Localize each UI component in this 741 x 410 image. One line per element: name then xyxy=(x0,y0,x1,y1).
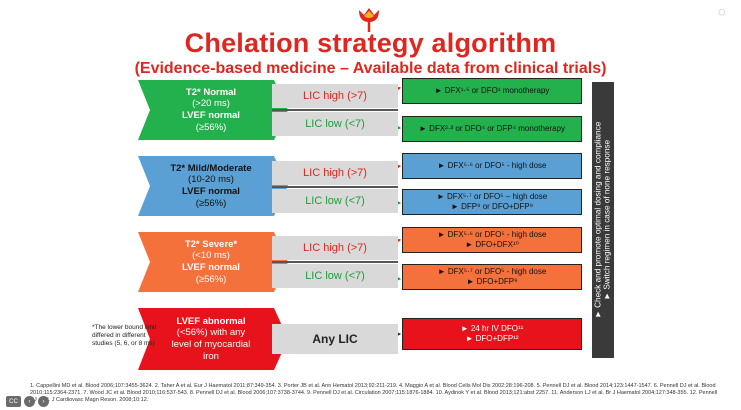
side-note-line2: ► Switch regimen in case of none respons… xyxy=(603,82,612,358)
group-abnormal-line1: LVEF abnormal xyxy=(177,316,246,328)
treatment-text: ► DFP⁸ or DFO+DFP⁹ xyxy=(451,202,533,212)
group-normal-line3: LVEF normal xyxy=(182,110,240,122)
treatment-text: ► DFX⁵·⁶ or DFO⁵ - high dose xyxy=(438,161,547,171)
group-moderate-line4: (≥56%) xyxy=(196,198,227,210)
references: 1. Cappellini MD et al. Blood 2006;107:3… xyxy=(30,383,720,404)
lic-any: Any LIC xyxy=(272,324,398,354)
corner-icon: ◌ xyxy=(718,4,734,20)
treatment-box-severe-high: ► DFX⁵·⁶ or DFO⁵ - high dose ► DFO+DFX¹⁰ xyxy=(402,227,582,253)
group-normal-line4: (≥56%) xyxy=(196,122,227,134)
group-severe-line1: T2* Severe* xyxy=(185,239,237,251)
group-normal-line2: (>20 ms) xyxy=(192,98,230,110)
group-normal-line1: T2* Normal xyxy=(186,87,236,99)
treatment-box-severe-low: ► DFX⁵·⁷ or DFO⁵ - high dose ► DFO+DFP⁹ xyxy=(402,264,582,290)
treatment-text: ► DFX⁵·⁷ or DFO⁵ - high dose xyxy=(438,267,547,277)
group-severe: T2* Severe* (<10 ms) LVEF normal (≥56%) xyxy=(138,232,288,292)
divider xyxy=(272,261,398,263)
lic-low-moderate: LIC low (<7) xyxy=(272,189,398,213)
treatment-box-moderate-low: ► DFX⁵·⁷ or DFO⁵ – high dose ► DFP⁸ or D… xyxy=(402,189,582,215)
divider xyxy=(272,186,398,188)
lic-low-severe: LIC low (<7) xyxy=(272,264,398,288)
treatment-text: ► 24 hr IV DFO¹¹ xyxy=(461,324,524,334)
treatment-text: ► DFX⁵·⁶ or DFO⁵ - high dose xyxy=(438,230,547,240)
divider xyxy=(272,109,398,111)
lic-high-severe: LIC high (>7) xyxy=(272,236,398,260)
player-toolbar: CC ‹ › xyxy=(6,396,49,410)
treatment-text: ► DFX¹·⁵ or DFO¹ monotherapy xyxy=(435,86,550,96)
treatment-box-moderate-high: ► DFX⁵·⁶ or DFO⁵ - high dose xyxy=(402,153,582,179)
treatment-text: ► DFO+DFP¹² xyxy=(465,334,518,344)
treatment-text: ► DFX²·³ or DFO⁴ or DFP⁴ monotherapy xyxy=(419,124,565,134)
group-moderate-line2: (10-20 ms) xyxy=(188,174,234,186)
group-abnormal-line4: iron xyxy=(203,351,219,363)
lic-high-normal: LIC high (>7) xyxy=(272,84,398,108)
previous-button[interactable]: ‹ xyxy=(24,396,35,407)
group-severe-line4: (≥56%) xyxy=(196,274,227,286)
treatment-text: ► DFX⁵·⁷ or DFO⁵ – high dose xyxy=(437,192,547,202)
group-moderate-line3: LVEF normal xyxy=(182,186,240,198)
group-severe-line2: (<10 ms) xyxy=(192,250,230,262)
side-note-line1: ► Check and promote optimal dosing and c… xyxy=(594,82,603,358)
group-moderate: T2* Mild/Moderate (10-20 ms) LVEF normal… xyxy=(138,156,288,216)
lic-low-normal: LIC low (<7) xyxy=(272,112,398,136)
treatment-box-normal-low: ► DFX²·³ or DFO⁴ or DFP⁴ monotherapy xyxy=(402,116,582,142)
group-severe-line3: LVEF normal xyxy=(182,262,240,274)
next-button[interactable]: › xyxy=(38,396,49,407)
slide-title: Chelation strategy algorithm xyxy=(0,28,741,59)
slide-subtitle: (Evidence-based medicine – Available dat… xyxy=(0,60,741,78)
footnote: *The lower bound limit differed in diffe… xyxy=(92,324,162,347)
group-moderate-line1: T2* Mild/Moderate xyxy=(170,163,251,175)
group-abnormal-line2: (<56%) with any xyxy=(177,327,245,339)
side-note-box: ► Check and promote optimal dosing and c… xyxy=(592,82,614,358)
treatment-text: ► DFO+DFX¹⁰ xyxy=(465,240,519,250)
lic-high-moderate: LIC high (>7) xyxy=(272,161,398,185)
treatment-box-normal-high: ► DFX¹·⁵ or DFO¹ monotherapy xyxy=(402,78,582,104)
group-normal: T2* Normal (>20 ms) LVEF normal (≥56%) xyxy=(138,80,288,140)
group-abnormal-line3: level of myocardial xyxy=(172,339,251,351)
treatment-box-abnormal: ► 24 hr IV DFO¹¹ ► DFO+DFP¹² xyxy=(402,318,582,350)
treatment-text: ► DFO+DFP⁹ xyxy=(466,277,517,287)
captions-button[interactable]: CC xyxy=(6,396,21,407)
